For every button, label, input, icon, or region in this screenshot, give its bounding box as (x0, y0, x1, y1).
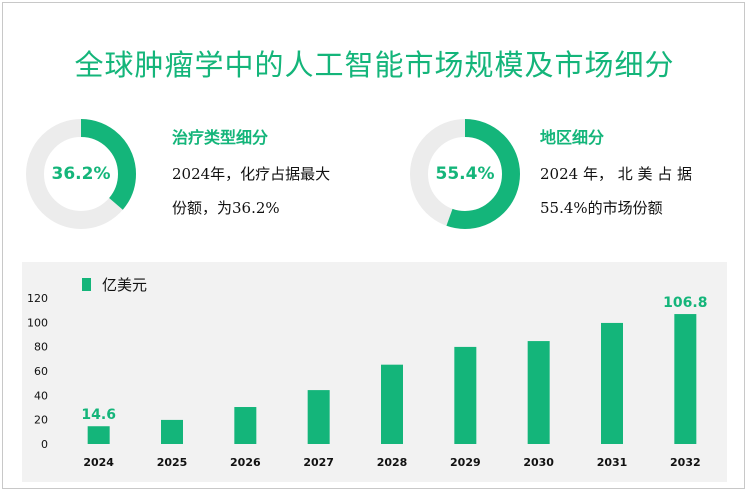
y-tick-label: 40 (34, 389, 48, 402)
bar-2026 (234, 407, 257, 444)
y-tick-label: 0 (41, 438, 48, 451)
x-tick-label: 2026 (230, 456, 261, 469)
x-tick-label: 2027 (303, 456, 334, 469)
bar-2032 (674, 314, 697, 444)
bar-2028 (381, 364, 403, 444)
segment-desc-line1: 2024 年， 北 美 占 据 (540, 165, 693, 183)
segment-title-region: 地区细分 (540, 128, 605, 147)
donut-arc-region (410, 119, 520, 229)
x-tick-label: 2025 (157, 456, 188, 469)
y-tick-label: 80 (34, 341, 48, 354)
donut-arc-treatment (26, 119, 136, 229)
x-tick-label: 2028 (377, 456, 408, 469)
bar-2027 (307, 390, 330, 444)
data-label: 106.8 (663, 295, 707, 311)
segment-title-treatment: 治疗类型细分 (172, 128, 269, 147)
data-label: 14.6 (81, 407, 116, 423)
segment-desc-line2: 55.4%的市场份额 (540, 199, 663, 217)
donut-value-region: 55.4% (435, 164, 495, 184)
legend-label: 亿美元 (102, 276, 148, 294)
x-tick-label: 2030 (523, 456, 554, 469)
donut-value-treatment: 36.2% (51, 164, 111, 184)
y-tick-label: 100 (27, 316, 48, 329)
bar-2025 (161, 419, 183, 444)
legend-swatch (82, 278, 91, 291)
segment-desc-line2: 份额，为36.2% (172, 199, 280, 217)
x-tick-label: 2024 (83, 456, 114, 469)
page-title: 全球肿瘤学中的人工智能市场规模及市场细分 (74, 48, 675, 82)
bar-2029 (454, 346, 477, 444)
segment-desc-line1: 2024年，化疗占据最大 (172, 165, 331, 183)
y-tick-label: 60 (34, 365, 48, 378)
bar-2024 (87, 426, 110, 444)
donut-chart-region (410, 119, 520, 229)
x-tick-label: 2029 (450, 456, 481, 469)
bar-2031 (601, 322, 623, 444)
donut-chart-treatment (26, 119, 136, 229)
segment-desc-region: 2024 年， 北 美 占 据 55.4%的市场份额 (540, 157, 692, 225)
x-tick-label: 2031 (597, 456, 628, 469)
y-tick-label: 20 (34, 414, 48, 427)
bar-2030 (527, 341, 550, 444)
x-tick-label: 2032 (670, 456, 701, 469)
y-tick-label: 120 (27, 292, 48, 305)
segment-desc-treatment: 2024年，化疗占据最大 份额，为36.2% (172, 157, 330, 225)
